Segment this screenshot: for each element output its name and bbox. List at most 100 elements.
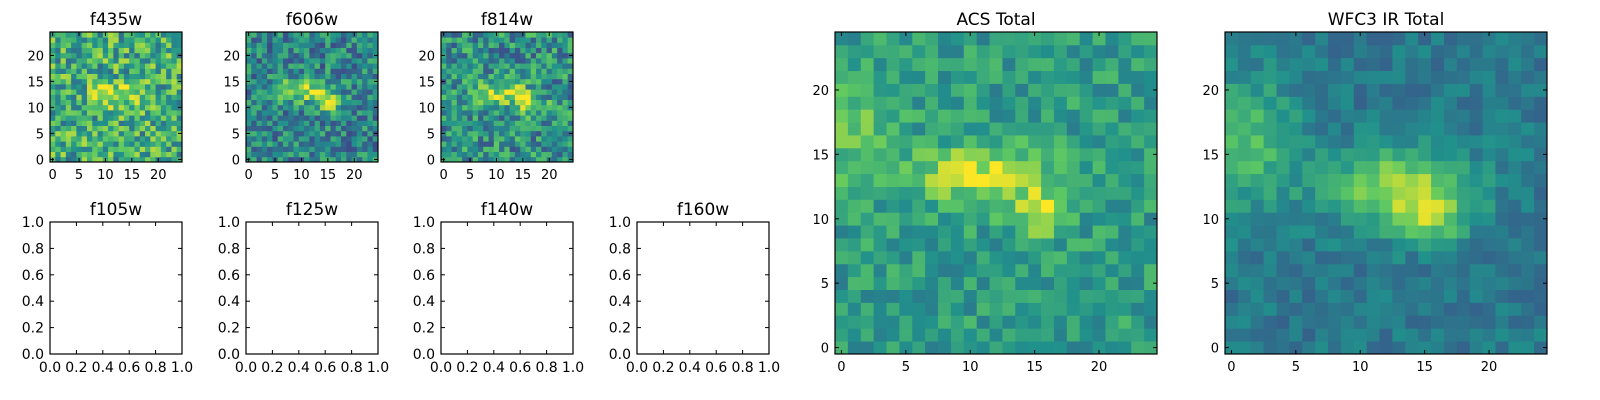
heatmap-cell <box>835 57 849 72</box>
heatmap-cell <box>530 32 537 38</box>
heatmap-cell <box>546 136 553 142</box>
heatmap-cell <box>976 109 990 123</box>
heatmap-cell <box>356 32 363 38</box>
y-tick-label: 0.8 <box>609 241 631 257</box>
heatmap-cell <box>847 225 862 239</box>
heatmap-cell <box>541 99 547 106</box>
heatmap-cell <box>562 99 569 106</box>
x-tick-label: 0.8 <box>535 360 557 376</box>
heatmap-cell <box>1079 173 1093 187</box>
heatmap-cell <box>325 125 331 132</box>
heatmap-cell <box>1315 302 1329 316</box>
heatmap-cell <box>134 104 141 111</box>
heatmap-cell <box>1237 160 1252 175</box>
heatmap-cell <box>176 99 183 106</box>
heatmap-cell <box>950 289 965 303</box>
heatmap-cell <box>1482 212 1496 226</box>
heatmap-cell <box>1443 135 1458 149</box>
heatmap-cell <box>1431 276 1445 290</box>
heatmap-cell <box>1225 147 1239 162</box>
heatmap-cell <box>1302 250 1316 265</box>
heatmap-cell <box>171 52 178 59</box>
heatmap-cell <box>309 37 316 43</box>
heatmap-cell <box>86 78 93 85</box>
heatmap-cell <box>1053 96 1068 110</box>
heatmap-cell <box>346 141 352 147</box>
heatmap-cell <box>472 84 479 90</box>
heatmap-cell <box>113 47 120 54</box>
heatmap-cell <box>499 141 505 147</box>
heatmap-cell <box>341 146 347 152</box>
heatmap-cell <box>847 315 862 329</box>
heatmap-cell <box>134 52 141 59</box>
heatmap-cell <box>1405 160 1419 175</box>
heatmap-cell <box>976 70 990 84</box>
heatmap-cell <box>860 341 875 355</box>
heatmap-cell <box>97 32 104 38</box>
heatmap-cell <box>1131 83 1145 97</box>
heatmap-cell <box>1131 328 1145 342</box>
heatmap-cell <box>1131 57 1145 72</box>
heatmap-cell <box>488 115 495 121</box>
heatmap-cell <box>1276 96 1290 110</box>
heatmap-cell <box>1495 315 1509 329</box>
heatmap-cell <box>488 63 495 69</box>
heatmap-cell <box>925 44 939 59</box>
heatmap-cell <box>356 94 363 100</box>
heatmap-cell <box>483 58 489 64</box>
heatmap-cell <box>171 68 178 74</box>
heatmap-cell <box>1392 238 1406 252</box>
heatmap-cell <box>1379 302 1393 316</box>
heatmap-cell <box>509 136 516 142</box>
heatmap-cell <box>551 63 558 69</box>
x-tick-label: 0.2 <box>261 360 283 376</box>
heatmap-cell <box>451 115 458 121</box>
heatmap-cell <box>509 37 516 43</box>
heatmap-cell <box>372 73 379 80</box>
heatmap-cell <box>536 52 542 59</box>
heatmap-cell <box>129 151 135 158</box>
heatmap-cell <box>1041 135 1055 149</box>
heatmap-cell <box>509 120 516 126</box>
heatmap-cell <box>1495 289 1509 303</box>
heatmap-cell <box>272 63 279 69</box>
heatmap-cell <box>60 141 67 147</box>
heatmap-cell <box>1015 341 1029 355</box>
heatmap-cell <box>456 99 463 106</box>
heatmap-cell <box>251 58 257 64</box>
heatmap-cell <box>102 141 109 147</box>
heatmap-cell <box>1118 109 1132 123</box>
heatmap-cell <box>139 89 146 95</box>
heatmap-cell <box>1302 83 1316 97</box>
heatmap-cell <box>118 68 125 74</box>
heatmap-cell <box>65 37 72 43</box>
heatmap-cell <box>92 68 98 74</box>
heatmap-cell <box>351 104 358 111</box>
heatmap-cell <box>472 125 479 132</box>
heatmap-cell <box>1366 70 1380 84</box>
heatmap-cell <box>504 78 511 85</box>
heatmap-cell <box>541 120 547 126</box>
heatmap-cell <box>92 115 98 121</box>
heatmap-cell <box>509 68 516 74</box>
heatmap-cell <box>1144 44 1158 59</box>
heatmap-cell <box>1508 57 1522 72</box>
heatmap-cell <box>1225 341 1239 355</box>
heatmap-cell <box>1521 173 1535 187</box>
heatmap-cell <box>251 156 257 163</box>
heatmap-cell <box>873 186 887 200</box>
heatmap-cell <box>477 156 484 163</box>
heatmap-cell <box>1015 250 1029 265</box>
heatmap-cell <box>81 125 88 132</box>
heatmap-cell <box>462 32 468 38</box>
heatmap-cell <box>912 70 926 84</box>
heatmap-cell <box>530 84 537 90</box>
heatmap-cell <box>1002 44 1016 59</box>
heatmap-cell <box>567 146 574 152</box>
heatmap-cell <box>288 58 294 64</box>
heatmap-cell <box>1469 122 1483 136</box>
heatmap-cell <box>1118 122 1132 136</box>
heatmap-cell <box>356 89 363 95</box>
heatmap-cell <box>925 315 939 329</box>
heatmap-cell <box>309 47 316 54</box>
